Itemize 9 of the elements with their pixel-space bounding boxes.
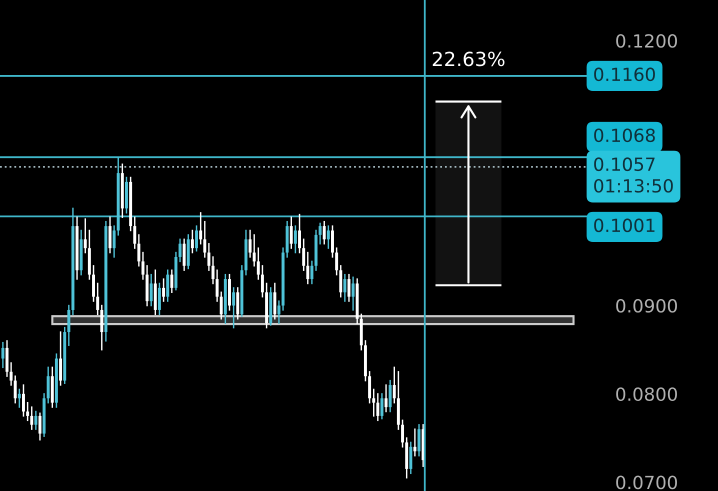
y-tick-label: 0.0700 bbox=[616, 476, 677, 490]
y-tick-label: 0.1200 bbox=[616, 34, 677, 48]
y-tick-label: 0.0900 bbox=[616, 299, 677, 313]
y-tick-label: 0.0800 bbox=[616, 387, 677, 401]
ref-line-label: 0.1057 01:13:50 bbox=[594, 157, 673, 193]
ref-line-label: 0.1001 bbox=[594, 218, 654, 232]
band-label: 22.63% bbox=[432, 52, 504, 66]
ref-line-label: 0.1068 bbox=[594, 128, 655, 142]
ref-line-label: 0.1160 bbox=[594, 68, 655, 82]
